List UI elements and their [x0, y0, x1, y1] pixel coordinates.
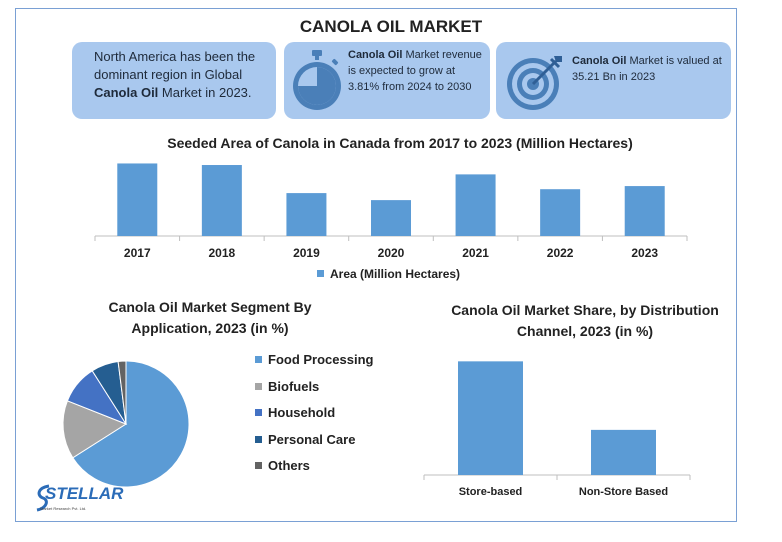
target-icon: [507, 56, 562, 110]
chart2-legend-label: Food Processing: [268, 352, 374, 367]
chart2-legend-swatch: [255, 435, 262, 443]
chart2-legend-item: Others: [255, 458, 310, 473]
card-text-part2: Market in 2023.: [158, 85, 252, 100]
page-title: CANOLA OIL MARKET: [299, 17, 483, 36]
card-text-part2: Market is valued at 35.21 Bn in 2023: [572, 55, 722, 83]
card-text-part2: Market revenue is expected to grow at 3.…: [348, 49, 482, 93]
chart2-legend-item: Household: [255, 405, 335, 420]
card-text-part1: North America has been the dominant regi…: [94, 49, 256, 82]
card-text-bold: Canola Oil: [348, 49, 403, 61]
chart1-title: Seeded Area of Canola in Canada from 201…: [167, 135, 633, 151]
info-card-region: North America has been the dominant regi…: [72, 42, 276, 119]
chart2-legend-item: Biofuels: [255, 379, 319, 394]
logo-subtext: Market Research Pvt. Ltd.: [40, 506, 87, 511]
stellar-logo-swoosh-icon: [36, 484, 50, 512]
chart2-legend-label: Others: [268, 458, 310, 473]
card-text-bold: Canola Oil: [572, 55, 627, 67]
chart3-title: Canola Oil Market Share, by Distribution…: [451, 302, 719, 339]
stopwatch-icon: [293, 50, 341, 110]
card-text-bold: Canola Oil: [94, 85, 159, 100]
chart2-legend-label: Biofuels: [268, 378, 320, 394]
info-card-value: Canola Oil Market is valued at 35.21 Bn …: [496, 42, 731, 119]
chart2-legend-item: Food Processing: [255, 352, 373, 367]
info-card-growth: Canola Oil Market revenue is expected to…: [284, 42, 490, 119]
chart2-legend-swatch: [255, 382, 262, 390]
infographic-frame: [15, 8, 737, 522]
chart2-legend-swatch: [255, 462, 262, 469]
chart2-title: Canola Oil Market Segment By Application…: [108, 299, 312, 336]
chart2-legend-label: Household: [268, 405, 336, 420]
chart2-legend-label: Personal Care: [268, 431, 356, 447]
chart2-legend-swatch: [255, 409, 262, 416]
chart2-legend-item: Personal Care: [255, 432, 355, 447]
logo-text: STELLAR: [45, 484, 124, 503]
chart2-legend-swatch: [255, 356, 262, 363]
